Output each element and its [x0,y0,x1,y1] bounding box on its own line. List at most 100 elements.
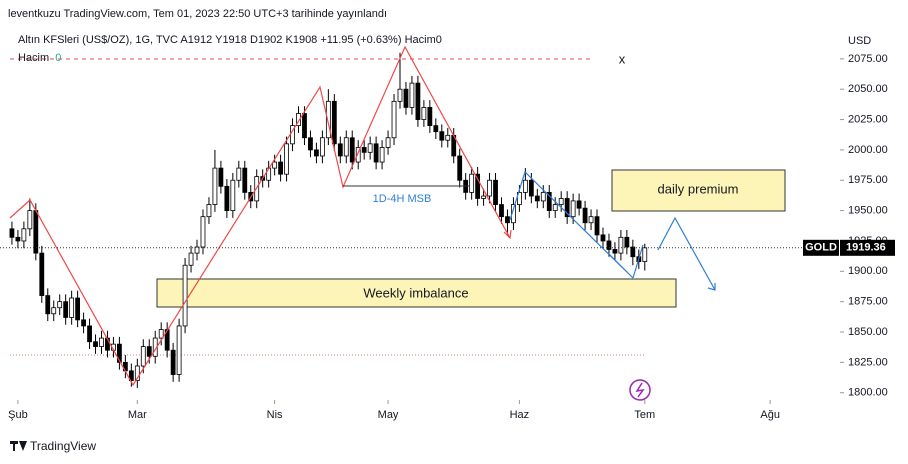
candle-body [93,341,98,347]
y-tick-label: 2075.00 [848,53,888,65]
candle-body [558,198,564,205]
candle-body [325,100,331,139]
candle-body [230,179,236,212]
ohlc-label: Y [215,34,223,46]
candle-body [517,191,522,205]
candle-body [433,125,439,133]
volume-value: 0 [435,34,442,46]
published: leventkuzu TradingView.com, Tem 01, 2023… [8,8,388,20]
candle-body [140,346,146,367]
y-tick-label: 1825.00 [848,356,888,368]
candle-body [576,200,582,209]
candle-body [552,204,558,212]
annotation: daily premium [658,181,739,196]
candle-body [69,297,75,318]
candle-body [427,107,433,127]
volume-legend: Hacim 0 [18,52,61,64]
candle-body [534,195,540,202]
candle-body [296,113,301,127]
zigzag [9,45,511,387]
candle-body [158,329,164,339]
candle-body [206,204,212,218]
candle-body [373,143,379,163]
candle-body [33,210,39,254]
imbalance-box [156,278,677,308]
symbol-box [803,239,839,256]
candle-body [618,236,624,254]
currency: USD [848,35,871,47]
candle-body [343,137,349,157]
brand: TradingView [30,439,96,453]
candle-body [63,301,69,318]
candle-body [128,370,134,381]
change: +11.95 (+0.63%) [320,34,402,46]
premium-box [611,169,786,212]
candle-body [403,88,409,108]
candle-body [415,82,421,120]
candle-body [182,264,188,327]
annotation: Weekly imbalance [363,285,468,300]
candle-body [379,147,385,163]
candle-body [355,147,361,163]
price-box [840,239,895,256]
volume-value: 0 [55,52,62,64]
candle-body [457,155,463,181]
candle-body [439,131,445,141]
candle-body [349,137,355,163]
ohlc-label: D [249,34,258,46]
candle-body [409,82,415,108]
close-icon[interactable]: x [619,51,626,66]
candle-body [21,228,27,242]
volume-label: Hacim [18,52,50,64]
y-tick-label: 2050.00 [848,83,888,95]
x-tick-label: Nis [267,409,283,421]
y-tick-label: 1800.00 [848,387,888,399]
candle-body [81,319,86,327]
candle-body [594,216,600,236]
candle-body [236,167,242,181]
candle-body [212,167,218,205]
y-tick-label: 1950.00 [848,205,888,217]
x-tick-label: Tem [634,409,655,421]
candle-body [27,210,33,230]
blue-path [632,244,644,279]
symbol-name: Altın KFSleri (US$/OZ), 1G, TVC [18,34,178,46]
candle-body [57,301,63,309]
x-tick-label: Ağu [760,409,780,421]
candle-body [278,161,283,175]
annotation: 1D-4H MSB [373,193,432,205]
candle-body [397,88,403,102]
x-tick-label: Şub [8,409,28,421]
candle-body [522,179,528,193]
x-tick-label: Haz [510,409,530,421]
candle-body [188,252,194,266]
candle-body [200,216,206,248]
candle-body [319,137,325,157]
candle-body [391,100,397,139]
candle-body [146,346,152,357]
candle-body [475,173,481,199]
event-bolt [635,382,645,398]
y-tick-label: 1850.00 [848,326,888,338]
candle-body [302,113,307,139]
candle-body [361,147,367,153]
candle-body [367,143,373,153]
candle-body [176,325,182,375]
candle-body [487,179,492,197]
symbol-label: GOLD [805,242,837,254]
y-tick-label: 2000.00 [848,144,888,156]
candle-body [272,161,278,169]
candle-body [612,249,618,254]
candle-body [314,149,319,157]
candle-body [117,343,122,363]
candle-body [385,137,391,148]
event-icon[interactable] [629,379,651,401]
candle-body [9,228,15,238]
candle-body [337,143,343,157]
candle-body [45,295,51,315]
ohlc-label: K [285,34,293,46]
ohlc-value: 1912 [187,34,213,46]
candle-body [39,252,45,296]
candle-body [564,198,570,218]
candle-body [588,216,594,224]
